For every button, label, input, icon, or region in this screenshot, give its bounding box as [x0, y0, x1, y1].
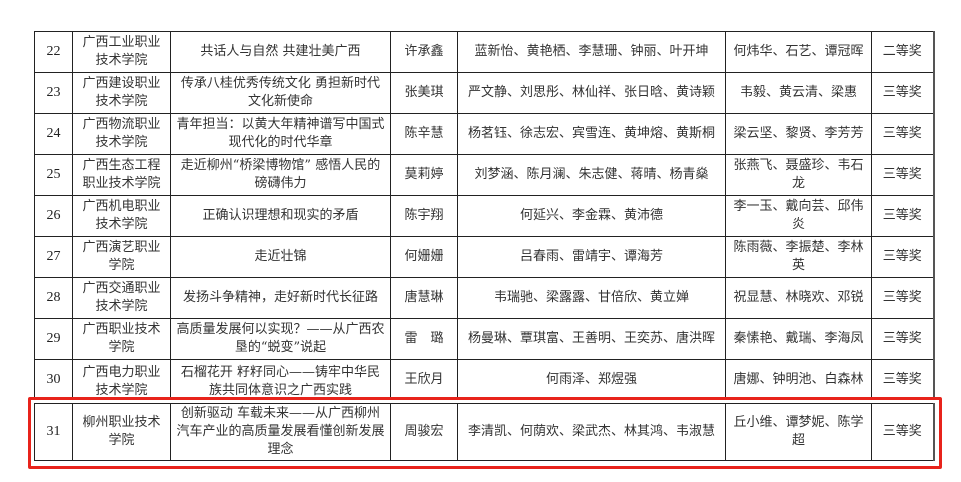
table-row: 26 广西机电职业技术学院 正确认识理想和现实的矛盾 陈宇翔 何延兴、李金霖、黄沛德 李一… — [34, 195, 935, 237]
row-number: 31 — [34, 403, 73, 461]
table-row: 22 广西工业职业技术学院 共话人与自然 共建壮美广西 许承鑫 蓝新怡、黄艳栖、李慧珊、… — [34, 31, 935, 73]
team-members: 李清凯、何荫欢、梁武杰、林其鸿、韦淑慧 — [457, 403, 726, 461]
table-row: 31 柳州职业技术学院 创新驱动 车载未来——从广西柳州汽车产业的高质量发展看懂创新… — [34, 403, 935, 461]
award-level: 三等奖 — [871, 154, 935, 196]
school-name: 广西物流职业技术学院 — [72, 113, 171, 155]
leader-name: 周骏宏 — [390, 403, 458, 461]
work-title: 创新驱动 车载未来——从广西柳州汽车产业的高质量发展看懂创新发展理念 — [170, 403, 391, 461]
school-name: 广西工业职业技术学院 — [72, 31, 171, 73]
school-name: 广西职业技术学院 — [72, 318, 171, 360]
team-members: 刘梦涵、陈月澜、朱志健、蒋晴、杨青燊 — [457, 154, 726, 196]
leader-name: 陈辛慧 — [390, 113, 458, 155]
work-title: 传承八桂优秀传统文化 勇担新时代文化新使命 — [170, 72, 391, 114]
table-row: 24 广西物流职业技术学院 青年担当：以黄大年精神谱写中国式现代化的时代华章 陈辛慧杨… — [34, 113, 935, 155]
work-title: 正确认识理想和现实的矛盾 — [170, 195, 391, 237]
awards-table: 22 广西工业职业技术学院 共话人与自然 共建壮美广西 许承鑫 蓝新怡、黄艳栖、李慧珊、… — [34, 31, 935, 401]
award-level: 三等奖 — [871, 113, 935, 155]
row-number: 24 — [34, 113, 73, 155]
awards-table-highlighted-row: 31 柳州职业技术学院 创新驱动 车载未来——从广西柳州汽车产业的高质量发展看懂创新… — [34, 403, 935, 461]
team-members: 杨茗钰、徐志宏、宾雪连、黄坤熔、黄斯桐 — [457, 113, 726, 155]
row-number: 29 — [34, 318, 73, 360]
advisors: 李一玉、戴向芸、邱伟炎 — [725, 195, 872, 237]
advisors: 丘小维、谭梦妮、陈学超 — [725, 403, 872, 461]
row-number: 30 — [34, 359, 73, 401]
work-title: 青年担当：以黄大年精神谱写中国式现代化的时代华章 — [170, 113, 391, 155]
award-level: 三等奖 — [871, 236, 935, 278]
table-row: 23 广西建设职业技术学院 传承八桂优秀传统文化 勇担新时代文化新使命 张美琪 严文静、… — [34, 72, 935, 114]
team-members: 杨曼琳、覃琪富、王善明、王奕苏、唐洪晖 — [457, 318, 726, 360]
team-members: 何延兴、李金霖、黄沛德 — [457, 195, 726, 237]
leader-name: 张美琪 — [390, 72, 458, 114]
team-members: 蓝新怡、黄艳栖、李慧珊、钟丽、叶开坤 — [457, 31, 726, 73]
team-members: 韦瑞驰、梁露露、甘倍欣、黄立婵 — [457, 277, 726, 319]
advisors: 唐娜、钟明池、白森林 — [725, 359, 872, 401]
row-number: 27 — [34, 236, 73, 278]
leader-name: 陈宇翔 — [390, 195, 458, 237]
advisors: 何炜华、石艺、谭冠晖 — [725, 31, 872, 73]
team-members: 何雨泽、郑煜强 — [457, 359, 726, 401]
table-row: 25 广西生态工程职业技术学院 走近柳州“桥梁博物馆” 感悟人民的磅礴伟力 莫莉婷 刘梦… — [34, 154, 935, 196]
leader-name: 唐慧琳 — [390, 277, 458, 319]
award-level: 三等奖 — [871, 277, 935, 319]
work-title: 共话人与自然 共建壮美广西 — [170, 31, 391, 73]
award-level: 三等奖 — [871, 195, 935, 237]
team-members: 吕春雨、雷靖宇、谭海芳 — [457, 236, 726, 278]
advisors: 陈雨薇、李振楚、李林英 — [725, 236, 872, 278]
clip-gap — [30, 398, 936, 403]
school-name: 广西交通职业技术学院 — [72, 277, 171, 319]
award-level: 三等奖 — [871, 403, 935, 461]
table-row: 28 广西交通职业技术学院 发扬斗争精神，走好新时代长征路 唐慧琳 韦瑞驰、梁露露、甘倍… — [34, 277, 935, 319]
leader-name: 王欣月 — [390, 359, 458, 401]
advisors: 韦毅、黄云清、梁惠 — [725, 72, 872, 114]
row-number: 22 — [34, 31, 73, 73]
school-name: 广西演艺职业学院 — [72, 236, 171, 278]
advisors: 张燕飞、聂盛珍、韦石龙 — [725, 154, 872, 196]
advisors: 秦愫艳、戴瑞、李海凤 — [725, 318, 872, 360]
work-title: 走近柳州“桥梁博物馆” 感悟人民的磅礴伟力 — [170, 154, 391, 196]
work-title: 走近壮锦 — [170, 236, 391, 278]
school-name: 柳州职业技术学院 — [72, 403, 171, 461]
row-number: 25 — [34, 154, 73, 196]
row-number: 28 — [34, 277, 73, 319]
row-number: 26 — [34, 195, 73, 237]
work-title: 高质量发展何以实现？——从广西农垦的“蜕变”说起 — [170, 318, 391, 360]
table-row: 29 广西职业技术学院 高质量发展何以实现？——从广西农垦的“蜕变”说起雷 璐杨曼琳… — [34, 318, 935, 360]
advisors: 祝显慧、林晓欢、邓锐 — [725, 277, 872, 319]
work-title: 发扬斗争精神，走好新时代长征路 — [170, 277, 391, 319]
award-level: 三等奖 — [871, 359, 935, 401]
award-level: 二等奖 — [871, 31, 935, 73]
row-number: 23 — [34, 72, 73, 114]
leader-name: 何姗姗 — [390, 236, 458, 278]
table-row: 27 广西演艺职业学院 走近壮锦 何姗姗 吕春雨、雷靖宇、谭海芳 陈雨薇、李振楚、李林英三… — [34, 236, 935, 278]
school-name: 广西生态工程职业技术学院 — [72, 154, 171, 196]
school-name: 广西机电职业技术学院 — [72, 195, 171, 237]
team-members: 严文静、刘思彤、林仙祥、张日晗、黄诗颖 — [457, 72, 726, 114]
advisors: 梁云坚、黎贤、李芳芳 — [725, 113, 872, 155]
work-title: 石榴花开 籽籽同心——铸牢中华民族共同体意识之广西实践 — [170, 359, 391, 401]
school-name: 广西电力职业技术学院 — [72, 359, 171, 401]
school-name: 广西建设职业技术学院 — [72, 72, 171, 114]
leader-name: 许承鑫 — [390, 31, 458, 73]
award-level: 三等奖 — [871, 72, 935, 114]
leader-name: 莫莉婷 — [390, 154, 458, 196]
award-level: 三等奖 — [871, 318, 935, 360]
leader-name: 雷 璐 — [390, 318, 458, 360]
table-row: 30 广西电力职业技术学院 石榴花开 籽籽同心——铸牢中华民族共同体意识之广西实践王… — [34, 359, 935, 401]
